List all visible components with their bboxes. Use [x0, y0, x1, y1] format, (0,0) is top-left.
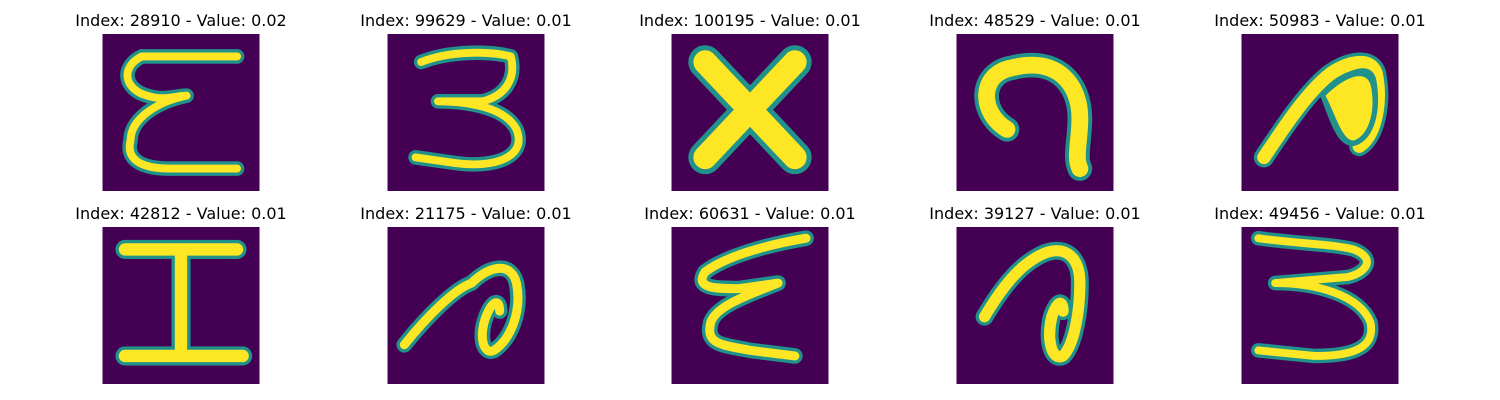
panel-title: Index: 49456 - Value: 0.01: [1214, 204, 1426, 223]
hook-glyph-icon: [956, 34, 1114, 191]
panel-title: Index: 60631 - Value: 0.01: [644, 204, 856, 223]
letter-x-icon: [671, 34, 829, 191]
panel-title: Index: 28910 - Value: 0.02: [75, 11, 287, 30]
panel-title: Index: 99629 - Value: 0.01: [360, 11, 572, 30]
slanted-loop-glyph-icon: [387, 227, 545, 384]
panel-title: Index: 42812 - Value: 0.01: [75, 204, 287, 223]
letter-e-zigzag-icon: [671, 227, 829, 384]
panel-title: Index: 50983 - Value: 0.01: [1214, 11, 1426, 30]
panel-title: Index: 100195 - Value: 0.01: [639, 11, 861, 30]
loop-glyph-icon: [956, 227, 1114, 384]
letter-i-icon: [102, 227, 260, 384]
digit-3-icon: [387, 34, 545, 191]
digit-3-flat-icon: [1241, 227, 1399, 384]
panel-title: Index: 48529 - Value: 0.01: [929, 11, 1141, 30]
panel-title: Index: 21175 - Value: 0.01: [360, 204, 572, 223]
thick-loop-glyph-icon: [1241, 34, 1399, 191]
panel-title: Index: 39127 - Value: 0.01: [929, 204, 1141, 223]
letter-e-script-icon: [102, 34, 260, 191]
